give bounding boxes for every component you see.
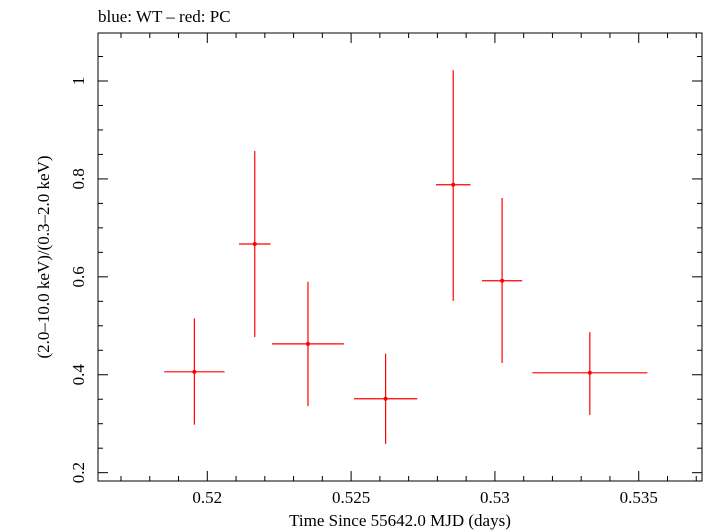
point-marker [252, 242, 257, 247]
y-axis-ticks: 0.2 0.4 0.6 0.8 1 [69, 56, 702, 483]
x-tick-label: 0.52 [192, 488, 222, 507]
point-marker [192, 369, 197, 374]
x-axis-ticks: 0.52 0.525 0.53 0.535 [120, 33, 697, 507]
y-axis-label: (2.0–10.0 keV)/(0.3–2.0 keV) [34, 155, 53, 358]
point-marker [305, 341, 310, 346]
x-tick-label: 0.525 [332, 488, 370, 507]
x-tick-label: 0.535 [620, 488, 658, 507]
data-point [164, 318, 225, 425]
x-axis-label: Time Since 55642.0 MJD (days) [289, 511, 511, 530]
data-points [164, 70, 648, 444]
data-point [272, 281, 344, 407]
data-point [238, 150, 271, 338]
y-tick-label: 1 [69, 77, 88, 86]
y-tick-label: 0.8 [69, 168, 88, 189]
point-marker [383, 396, 388, 401]
x-tick-label: 0.53 [480, 488, 510, 507]
y-tick-label: 0.2 [69, 462, 88, 483]
data-point [481, 198, 523, 364]
plot-frame [97, 32, 703, 482]
y-tick-label: 0.4 [69, 364, 88, 386]
point-marker [500, 278, 505, 283]
data-point [353, 353, 418, 444]
y-tick-label: 0.6 [69, 266, 88, 287]
point-marker [587, 370, 592, 375]
point-marker [451, 182, 456, 187]
data-point [435, 70, 471, 301]
chart-title: blue: WT – red: PC [98, 7, 231, 26]
data-point [532, 332, 648, 415]
